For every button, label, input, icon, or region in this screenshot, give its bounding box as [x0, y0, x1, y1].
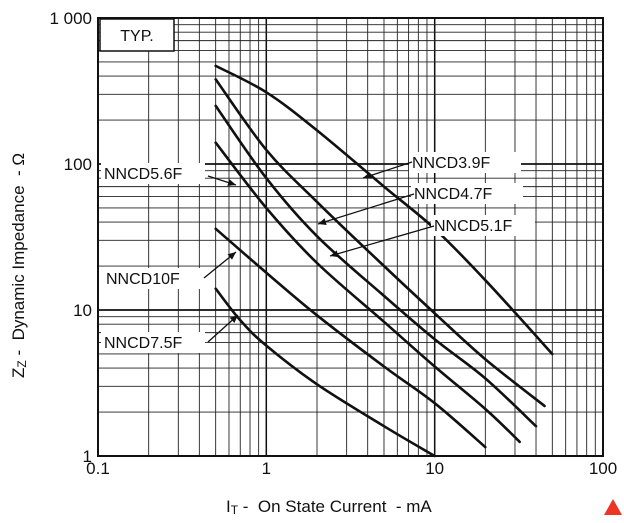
x-axis-label-sub: T: [231, 503, 239, 517]
arrowhead-nncd5-6f: [227, 179, 236, 186]
y-tick-label: 1 000: [49, 9, 92, 28]
typ-annotation-box: [99, 18, 175, 52]
leader-line-nncd5-1f: [329, 225, 435, 257]
series-curves: [214, 64, 554, 458]
series-callouts: NNCD3.9F NNCD4.7F NNCD5.1F NNCD5.6F NNCD10F N…: [101, 152, 535, 353]
series-label-nncd5-1f: NNCD5.1F: [434, 218, 512, 235]
series-label-nncd5-6f: NNCD5.6F: [104, 166, 182, 183]
y-axis-label-rest: - Dynamic Impedance - Ω: [9, 153, 28, 360]
leader-line-nncd4-7f: [317, 193, 415, 225]
y-axis-label: ZZ - Dynamic Impedance - Ω: [9, 153, 29, 378]
grid: [97, 17, 604, 457]
typ-annotation: TYP.: [120, 28, 154, 45]
curve-nncd10f: [214, 227, 487, 449]
plot-frame: [97, 17, 604, 457]
y-tick-label: 1: [83, 447, 92, 466]
arrowhead-nncd7-5f: [229, 315, 238, 323]
curve-nncd3-9f: [214, 64, 554, 356]
arrowhead-nncd3-9f: [363, 172, 372, 179]
x-tick-label: 0.1: [86, 459, 110, 478]
leader-line-nncd3-9f: [362, 161, 413, 179]
series-label-nncd7-5f: NNCD7.5F: [104, 335, 182, 352]
callout-bg-nncd7-5f: [101, 332, 205, 353]
series-label-nncd4-7f: NNCD4.7F: [414, 186, 492, 203]
arrowhead-nncd10f: [227, 252, 236, 260]
x-tick-label: 10: [425, 459, 444, 478]
x-tick-label: 100: [589, 459, 617, 478]
callout-bg-nncd3-9f: [409, 152, 521, 173]
y-tick-label: 100: [64, 155, 92, 174]
callout-bg-nncd5-6f: [101, 163, 205, 184]
x-axis-label: IT - On State Current - mA: [226, 497, 432, 517]
curve-nncd5-1f: [214, 104, 538, 428]
callout-bg-nncd4-7f: [411, 183, 523, 204]
curve-nncd7-5f: [214, 287, 436, 458]
x-tick-label: 1: [262, 459, 271, 478]
curve-nncd4-7f: [214, 78, 546, 408]
logo-mark-icon: [604, 499, 622, 515]
callout-bg-nncd5-1f: [431, 215, 535, 236]
x-axis-label-rest: - On State Current - mA: [238, 497, 432, 516]
series-label-nncd3-9f: NNCD3.9F: [412, 155, 490, 172]
y-tick-label: 10: [73, 301, 92, 320]
curve-nncd5-6f: [214, 141, 521, 444]
y-axis-label-sub: Z: [15, 360, 29, 367]
callout-bg-nncd10f: [103, 268, 201, 289]
y-axis-label-main: Z: [9, 368, 28, 378]
arrowhead-nncd4-7f: [318, 218, 327, 225]
arrowhead-nncd5-1f: [330, 250, 339, 258]
series-label-nncd10f: NNCD10F: [106, 271, 180, 288]
x-axis-label-main: I: [226, 497, 231, 516]
